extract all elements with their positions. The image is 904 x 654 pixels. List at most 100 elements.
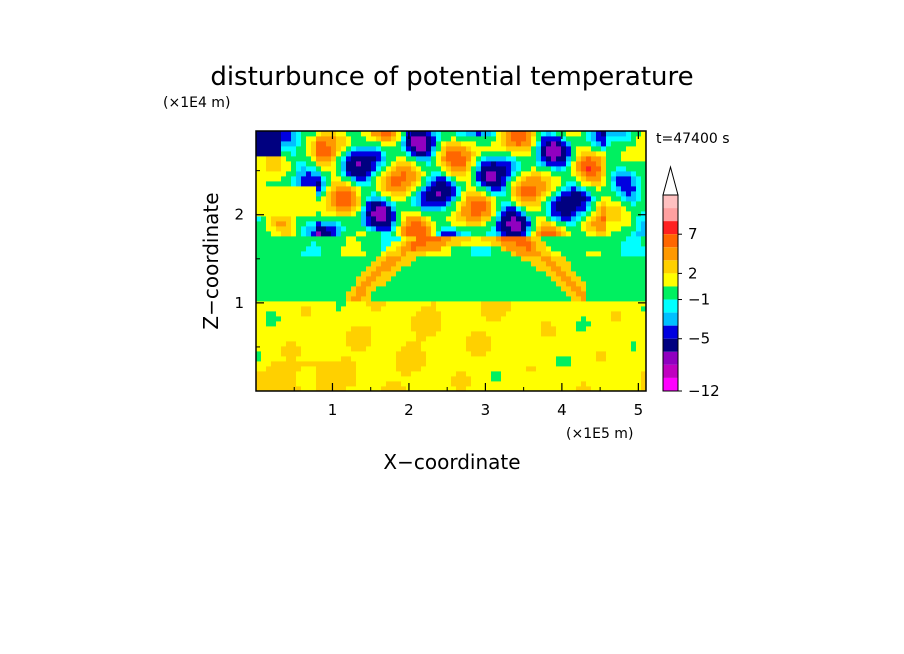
- heatmap-cell: [611, 146, 617, 152]
- heatmap-cell: [366, 376, 372, 382]
- heatmap-cell: [296, 386, 302, 392]
- heatmap-cell: [256, 281, 262, 287]
- heatmap-cell: [261, 321, 267, 327]
- heatmap-cell: [471, 151, 477, 157]
- heatmap-cell: [261, 166, 267, 172]
- heatmap-cell: [351, 276, 357, 282]
- heatmap-cell: [426, 291, 432, 297]
- heatmap-cell: [566, 216, 572, 222]
- heatmap-cell: [576, 211, 582, 217]
- heatmap-cell: [276, 291, 282, 297]
- heatmap-cell: [346, 216, 352, 222]
- heatmap-cell: [586, 211, 592, 217]
- heatmap-cell: [421, 381, 427, 387]
- heatmap-cell: [381, 331, 387, 337]
- heatmap-cell: [541, 356, 547, 362]
- heatmap-cell: [306, 336, 312, 342]
- heatmap-cell: [261, 206, 267, 212]
- heatmap-cell: [426, 226, 432, 232]
- heatmap-cell: [326, 141, 332, 147]
- heatmap-cell: [451, 356, 457, 362]
- heatmap-cell: [416, 186, 422, 192]
- heatmap-cell: [266, 381, 272, 387]
- heatmap-cell: [481, 356, 487, 362]
- heatmap-cell: [536, 181, 542, 187]
- heatmap-cell: [481, 236, 487, 242]
- heatmap-cell: [476, 326, 482, 332]
- heatmap-cell: [371, 331, 377, 337]
- heatmap-cell: [291, 301, 297, 307]
- heatmap-cell: [441, 181, 447, 187]
- heatmap-cell: [391, 306, 397, 312]
- heatmap-cell: [416, 336, 422, 342]
- heatmap-cell: [521, 266, 527, 272]
- heatmap-cell: [591, 281, 597, 287]
- heatmap-cell: [596, 376, 602, 382]
- heatmap-cell: [631, 326, 637, 332]
- heatmap-cell: [556, 226, 562, 232]
- heatmap-cell: [431, 346, 437, 352]
- heatmap-cell: [291, 206, 297, 212]
- heatmap-cell: [351, 376, 357, 382]
- heatmap-cell: [326, 186, 332, 192]
- heatmap-cell: [301, 206, 307, 212]
- heatmap-cell: [571, 231, 577, 237]
- colorbar-level: [663, 195, 678, 209]
- heatmap-cell: [591, 216, 597, 222]
- heatmap-cell: [536, 246, 542, 252]
- heatmap-cell: [301, 331, 307, 337]
- heatmap-cell: [631, 156, 637, 162]
- heatmap-cell: [596, 231, 602, 237]
- heatmap-cell: [311, 326, 317, 332]
- heatmap-cell: [371, 311, 377, 317]
- heatmap-cell: [531, 246, 537, 252]
- heatmap-cell: [601, 336, 607, 342]
- heatmap-cell: [461, 271, 467, 277]
- heatmap-cell: [311, 266, 317, 272]
- heatmap-cell: [386, 286, 392, 292]
- heatmap-cell: [581, 216, 587, 222]
- heatmap-cell: [416, 281, 422, 287]
- heatmap-cell: [626, 306, 632, 312]
- heatmap-cell: [591, 196, 597, 202]
- heatmap-cell: [516, 341, 522, 347]
- heatmap-cell: [306, 371, 312, 377]
- heatmap-cell: [541, 276, 547, 282]
- heatmap-cell: [301, 326, 307, 332]
- heatmap-cell: [536, 316, 542, 322]
- heatmap-cell: [346, 336, 352, 342]
- heatmap-cell: [631, 381, 637, 387]
- heatmap-cell: [491, 271, 497, 277]
- heatmap-cell: [596, 271, 602, 277]
- heatmap-cell: [266, 261, 272, 267]
- heatmap-cell: [441, 381, 447, 387]
- heatmap-cell: [256, 261, 262, 267]
- heatmap-cell: [626, 271, 632, 277]
- y-axis-unit: (×1E4 m): [163, 95, 230, 111]
- heatmap-cell: [581, 296, 587, 302]
- heatmap-cell: [376, 236, 382, 242]
- heatmap-cell: [441, 131, 447, 137]
- heatmap-cell: [451, 296, 457, 302]
- heatmap-cell: [411, 376, 417, 382]
- heatmap-cell: [551, 201, 557, 207]
- heatmap-cell: [391, 251, 397, 257]
- heatmap-cell: [521, 151, 527, 157]
- heatmap-cell: [486, 131, 492, 137]
- heatmap-cell: [526, 131, 532, 137]
- heatmap-cell: [526, 316, 532, 322]
- heatmap-cell: [486, 211, 492, 217]
- heatmap-cell: [526, 146, 532, 152]
- heatmap-cell: [426, 196, 432, 202]
- heatmap-cell: [396, 251, 402, 257]
- heatmap-cell: [501, 366, 507, 372]
- heatmap-cell: [596, 381, 602, 387]
- heatmap-cell: [326, 246, 332, 252]
- heatmap-cell: [366, 291, 372, 297]
- heatmap-cell: [391, 296, 397, 302]
- heatmap-cell: [261, 181, 267, 187]
- heatmap-cell: [266, 191, 272, 197]
- heatmap-cell: [486, 326, 492, 332]
- heatmap-cell: [641, 356, 647, 362]
- colorbar-extend-triangle: [662, 165, 679, 196]
